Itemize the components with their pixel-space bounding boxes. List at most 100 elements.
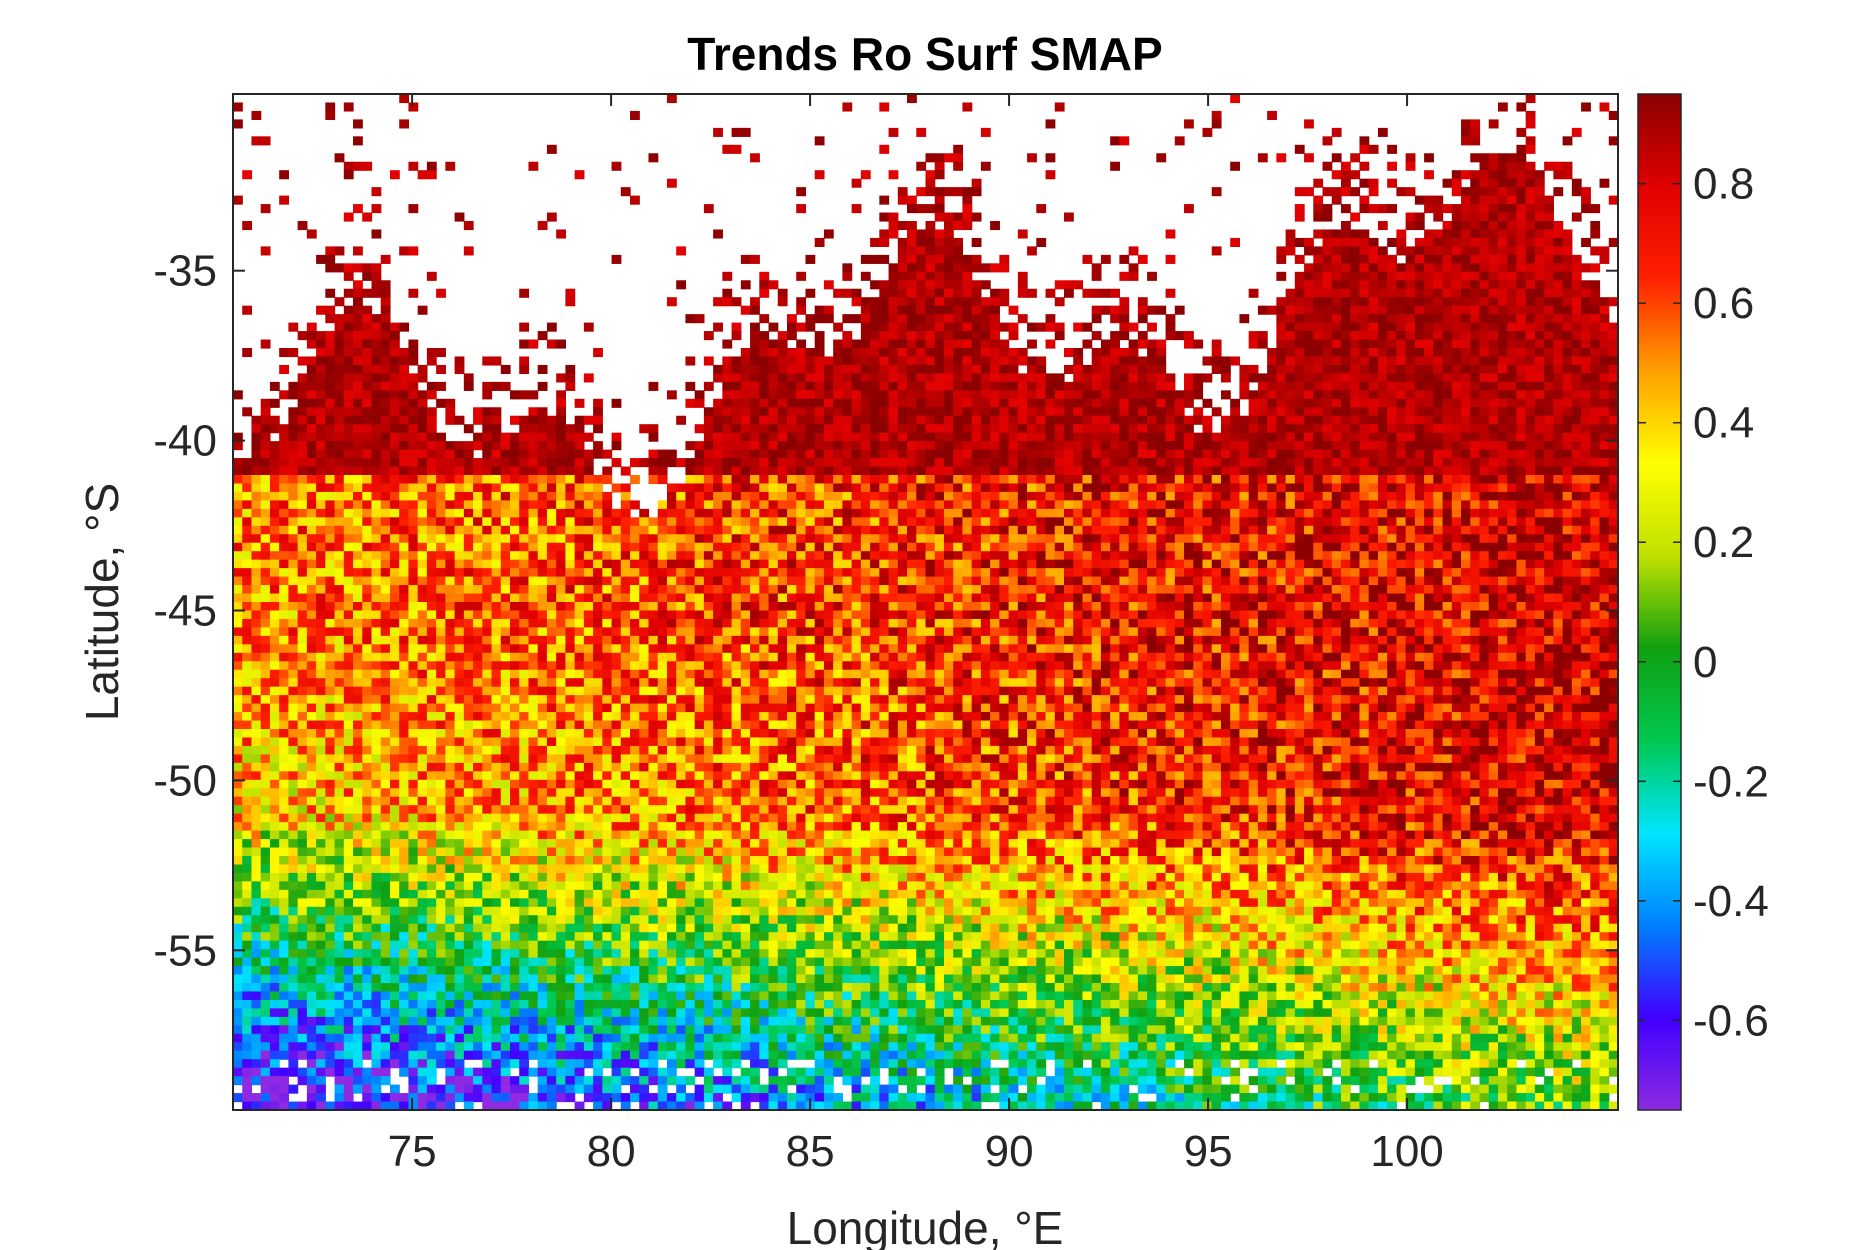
heatmap-cell — [1451, 441, 1462, 451]
heatmap-cell — [907, 517, 917, 527]
heatmap-cell — [1036, 424, 1047, 434]
heatmap-cell — [787, 424, 797, 434]
heatmap-cell — [916, 475, 927, 485]
heatmap-cell — [676, 415, 687, 425]
heatmap-cell — [1451, 525, 1462, 535]
heatmap-cell — [343, 500, 354, 510]
heatmap-cell — [288, 432, 299, 442]
heatmap-cell — [916, 187, 927, 197]
heatmap-cell — [750, 398, 760, 408]
heatmap-cell — [851, 424, 862, 434]
heatmap-cell — [666, 568, 677, 578]
heatmap-cell — [1525, 356, 1536, 366]
heatmap-cell — [574, 491, 585, 501]
heatmap-cell — [1405, 288, 1416, 298]
heatmap-cell — [1193, 449, 1204, 459]
heatmap-cell — [426, 517, 437, 527]
heatmap-cell — [1479, 314, 1490, 324]
heatmap-cell — [990, 466, 1000, 476]
heatmap-cell — [980, 568, 991, 578]
heatmap-cell — [1257, 491, 1268, 501]
heatmap-cell — [1341, 170, 1351, 180]
heatmap-cell — [1267, 525, 1277, 535]
heatmap-cell — [750, 551, 760, 561]
heatmap-cell — [934, 525, 945, 535]
heatmap-cell — [1036, 508, 1047, 518]
heatmap-cell — [1387, 534, 1397, 544]
heatmap-cell — [1590, 483, 1601, 493]
heatmap-cell — [685, 475, 696, 485]
heatmap-cell — [934, 237, 945, 247]
heatmap-cell — [1257, 517, 1268, 527]
heatmap-cell — [546, 525, 557, 535]
heatmap-cell — [1091, 424, 1102, 434]
heatmap-cell — [860, 483, 871, 493]
heatmap-cell — [408, 534, 419, 544]
heatmap-cell — [1082, 441, 1093, 451]
heatmap-cell — [362, 525, 373, 535]
heatmap-cell — [1341, 280, 1351, 290]
heatmap-cell — [1211, 559, 1222, 569]
heatmap-cell — [907, 288, 917, 298]
heatmap-cell — [897, 483, 908, 493]
heatmap-cell — [1054, 551, 1065, 561]
heatmap-cell — [288, 568, 299, 578]
heatmap-cell — [1248, 407, 1259, 417]
heatmap-cell — [426, 424, 437, 434]
heatmap-cell — [823, 466, 834, 476]
heatmap-cell — [1128, 364, 1139, 374]
heatmap-cell — [1202, 441, 1213, 451]
heatmap-cell — [1470, 483, 1481, 493]
heatmap-cell — [611, 551, 622, 561]
heatmap-cell — [389, 322, 400, 332]
heatmap-cell — [408, 475, 419, 485]
heatmap-cell — [1377, 568, 1388, 578]
heatmap-cell — [787, 348, 797, 358]
heatmap-cell — [833, 466, 843, 476]
heatmap-cell — [242, 525, 253, 535]
heatmap-cell — [925, 246, 936, 256]
heatmap-cell — [1377, 331, 1388, 341]
heatmap-cell — [1488, 432, 1499, 442]
heatmap-cell — [971, 356, 982, 366]
heatmap-cell — [676, 576, 687, 586]
heatmap-cell — [1165, 415, 1176, 425]
heatmap-cell — [1470, 500, 1481, 510]
heatmap-cell — [685, 356, 696, 366]
heatmap-cell — [1239, 424, 1250, 434]
heatmap-cell — [1045, 339, 1056, 349]
heatmap-cell — [1313, 212, 1324, 222]
heatmap-cell — [925, 390, 936, 400]
heatmap-cell — [1100, 254, 1111, 264]
heatmap-cell — [870, 305, 880, 315]
heatmap-cell — [574, 398, 585, 408]
heatmap-cell — [316, 559, 326, 569]
heatmap-cell — [1211, 348, 1222, 358]
heatmap-cell — [1350, 212, 1361, 222]
heatmap-cell — [1008, 432, 1019, 442]
heatmap-cell — [796, 475, 807, 485]
heatmap-cell — [851, 551, 862, 561]
heatmap-cell — [1396, 491, 1407, 501]
heatmap-cell — [1313, 356, 1324, 366]
heatmap-cell — [916, 415, 927, 425]
heatmap-cell — [1497, 483, 1508, 493]
heatmap-cell — [426, 525, 437, 535]
heatmap-cell — [454, 576, 465, 586]
heatmap-cell — [1137, 517, 1148, 527]
heatmap-cell — [1461, 508, 1471, 518]
heatmap-cell — [703, 551, 714, 561]
heatmap-cell — [1571, 381, 1582, 391]
heatmap-cell — [1045, 381, 1056, 391]
heatmap-cell — [1294, 432, 1305, 442]
heatmap-cell — [1571, 390, 1582, 400]
heatmap-cell — [1045, 288, 1056, 298]
heatmap-cell — [269, 551, 280, 561]
heatmap-cell — [1211, 534, 1222, 544]
heatmap-cell — [1581, 398, 1591, 408]
heatmap-cell — [1525, 254, 1536, 264]
heatmap-cell — [316, 398, 326, 408]
heatmap-cell — [1442, 254, 1453, 264]
heatmap-cell — [1165, 449, 1176, 459]
heatmap-cell — [999, 466, 1010, 476]
